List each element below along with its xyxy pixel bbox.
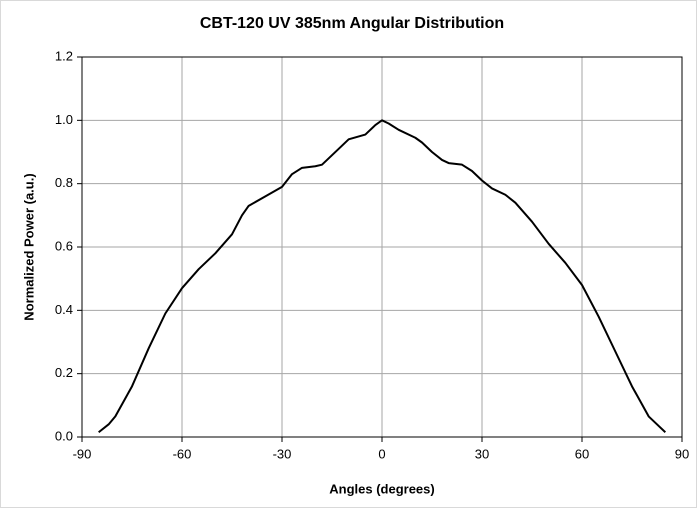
x-tick-label: 30	[475, 446, 489, 461]
data-line	[98, 119, 667, 434]
y-axis-label: Normalized Power (a.u.)	[21, 173, 36, 320]
y-tick-label: 0.4	[55, 302, 73, 317]
y-tick-label: 1.2	[55, 48, 73, 63]
x-tick-label: -60	[173, 446, 192, 461]
y-tick-label: 0.0	[55, 428, 73, 443]
x-tick-label: -30	[273, 446, 292, 461]
y-tick-label: 0.6	[55, 238, 73, 253]
plot-area	[81, 56, 683, 438]
y-tick-label: 1.0	[55, 112, 73, 127]
y-tick-label: 0.2	[55, 365, 73, 380]
y-tick-label: 0.8	[55, 175, 73, 190]
x-tick-label: 0	[378, 446, 385, 461]
x-axis-label: Angles (degrees)	[329, 481, 434, 496]
x-tick-label: 90	[675, 446, 689, 461]
chart-title: CBT-120 UV 385nm Angular Distribution	[200, 15, 504, 32]
x-tick-label: 60	[575, 446, 589, 461]
x-tick-label: -90	[73, 446, 92, 461]
